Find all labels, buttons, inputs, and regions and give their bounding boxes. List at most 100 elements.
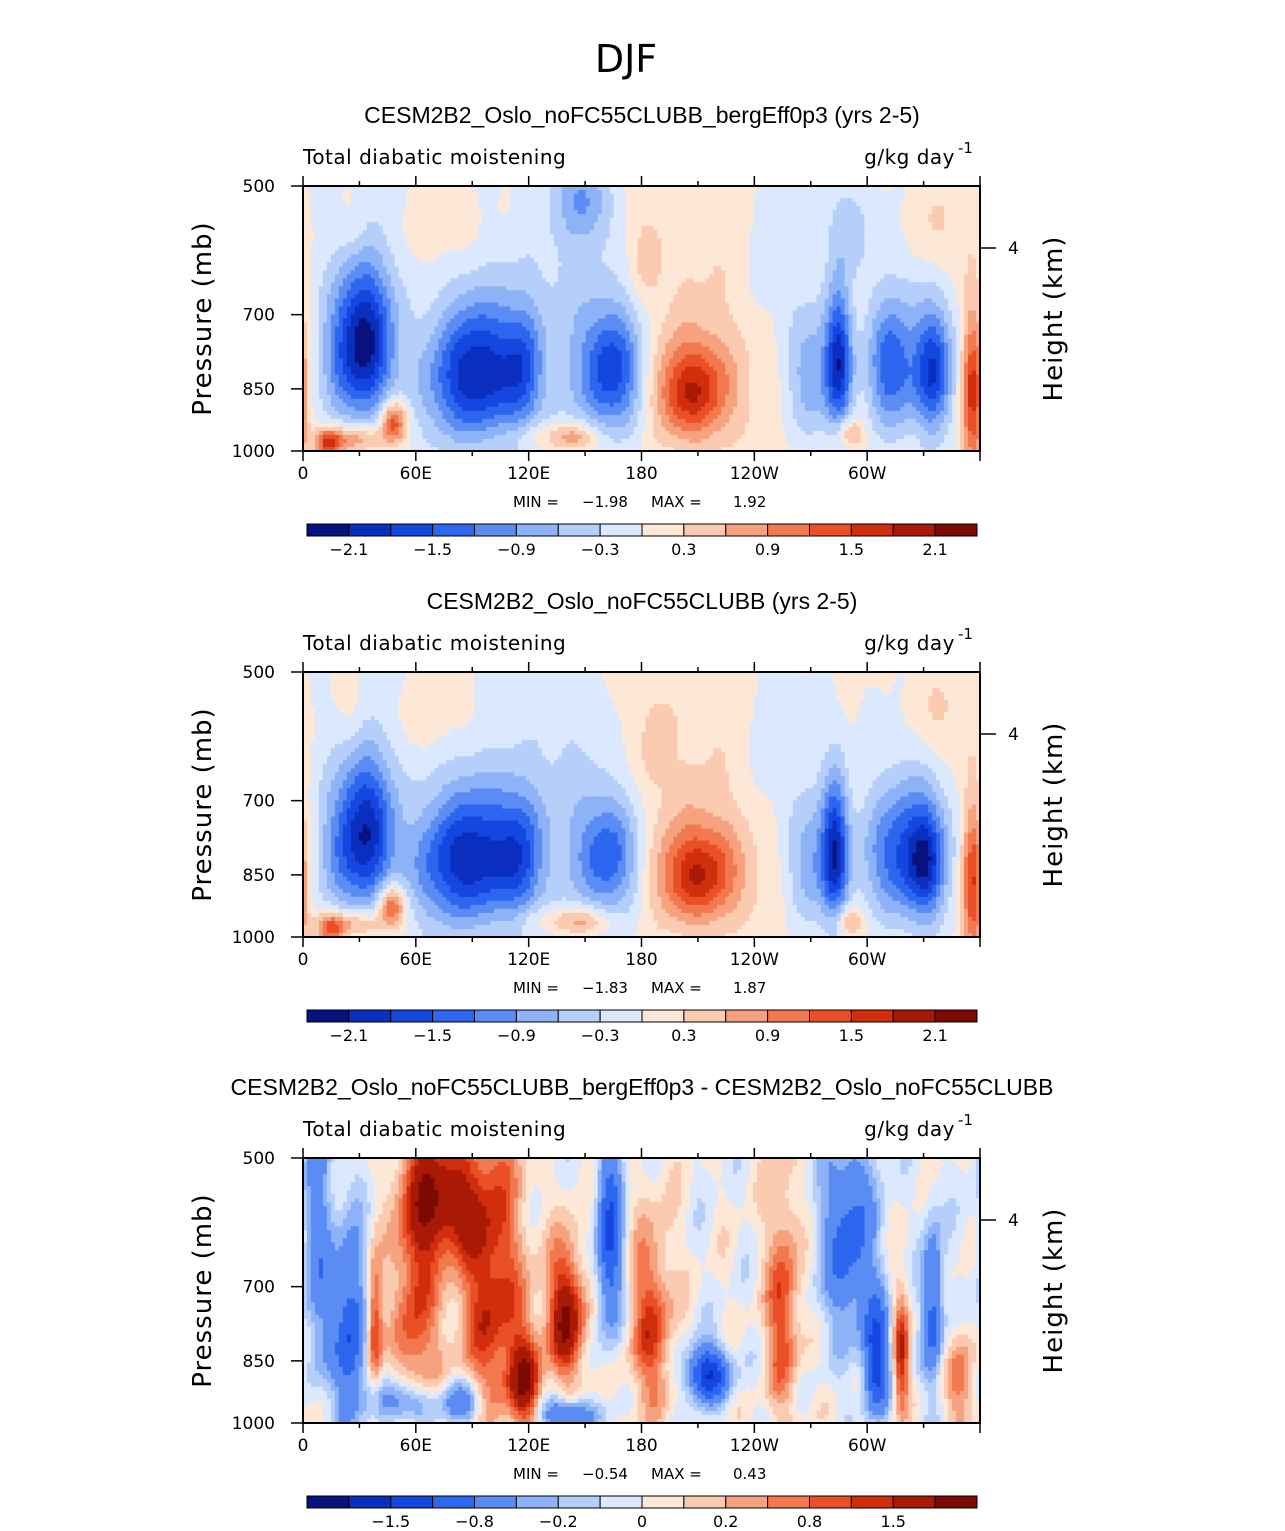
field-cell [944,210,949,215]
field-cell [383,214,388,219]
field-cell [450,206,455,211]
field-cell [602,222,607,227]
field-cell [653,214,658,219]
field-cell [383,194,388,199]
field-cell [737,206,742,211]
field-cell [530,222,535,227]
field-cell [395,210,400,215]
field-cell [490,210,495,215]
field-cell [701,210,706,215]
field-cell [403,218,408,223]
field-cell [757,194,762,199]
field-cell [534,190,539,195]
field-cell [494,218,499,223]
field-cell [622,222,627,227]
field-cell [538,198,543,203]
field-cell [861,202,866,207]
field-cell [391,214,396,219]
field-cell [781,222,786,227]
field-cell [661,198,666,203]
field-cell [598,198,603,203]
field-cell [721,222,726,227]
field-cell [514,198,519,203]
field-cell [570,222,575,227]
field-cell [773,198,778,203]
field-cell [781,190,786,195]
field-cell [665,202,670,207]
field-cell [709,202,714,207]
field-cell [693,210,698,215]
field-cell [339,198,344,203]
field-cell [642,210,647,215]
field-cell [729,214,734,219]
field-cell [442,210,447,215]
field-cell [789,206,794,211]
field-cell [737,194,742,199]
field-cell [546,222,551,227]
field-cell [634,202,639,207]
field-cell [968,218,973,223]
field-cell [367,198,372,203]
field-cell [323,206,328,211]
field-cell [331,194,336,199]
field-cell [681,210,686,215]
field-cell [407,222,412,227]
field-cell [928,198,933,203]
field-cell [825,194,830,199]
field-cell [363,202,368,207]
field-cell [681,190,686,195]
field-cell [407,210,412,215]
field-cell [880,198,885,203]
field-cell [785,210,790,215]
field-cell [347,206,352,211]
field-cell [474,218,479,223]
field-cell [868,198,873,203]
field-cell [693,190,698,195]
field-cell [562,190,567,195]
field-cell [610,222,615,227]
field-cell [391,210,396,215]
field-cell [769,190,774,195]
field-cell [642,218,647,223]
field-cell [677,202,682,207]
field-cell [701,222,706,227]
field-cell [872,194,877,199]
field-cell [434,206,439,211]
field-cell [490,194,495,199]
field-cell [562,222,567,227]
field-cell [490,206,495,211]
field-cell [912,218,917,223]
field-cell [789,198,794,203]
field-cell [884,190,889,195]
field-cell [546,190,551,195]
field-cell [578,194,583,199]
field-cell [725,218,730,223]
field-cell [542,194,547,199]
field-cell [944,218,949,223]
field-cell [892,214,897,219]
field-cell [630,194,635,199]
field-cell [610,198,615,203]
field-cell [634,190,639,195]
field-cell [837,206,842,211]
field-cell [514,206,519,211]
field-cell [777,198,782,203]
field-cell [434,210,439,215]
field-cell [339,206,344,211]
field-cell [602,194,607,199]
field-cell [574,218,579,223]
field-cell [669,214,674,219]
field-cell [705,214,710,219]
field-cell [956,202,961,207]
field-cell [634,206,639,211]
field-cell [861,206,866,211]
field-cell [952,214,957,219]
field-cell [450,214,455,219]
field-cell [574,190,579,195]
field-cell [426,206,431,211]
field-cell [630,214,635,219]
field-cell [391,198,396,203]
field-cell [721,206,726,211]
field-cell [502,222,507,227]
field-cell [813,218,818,223]
